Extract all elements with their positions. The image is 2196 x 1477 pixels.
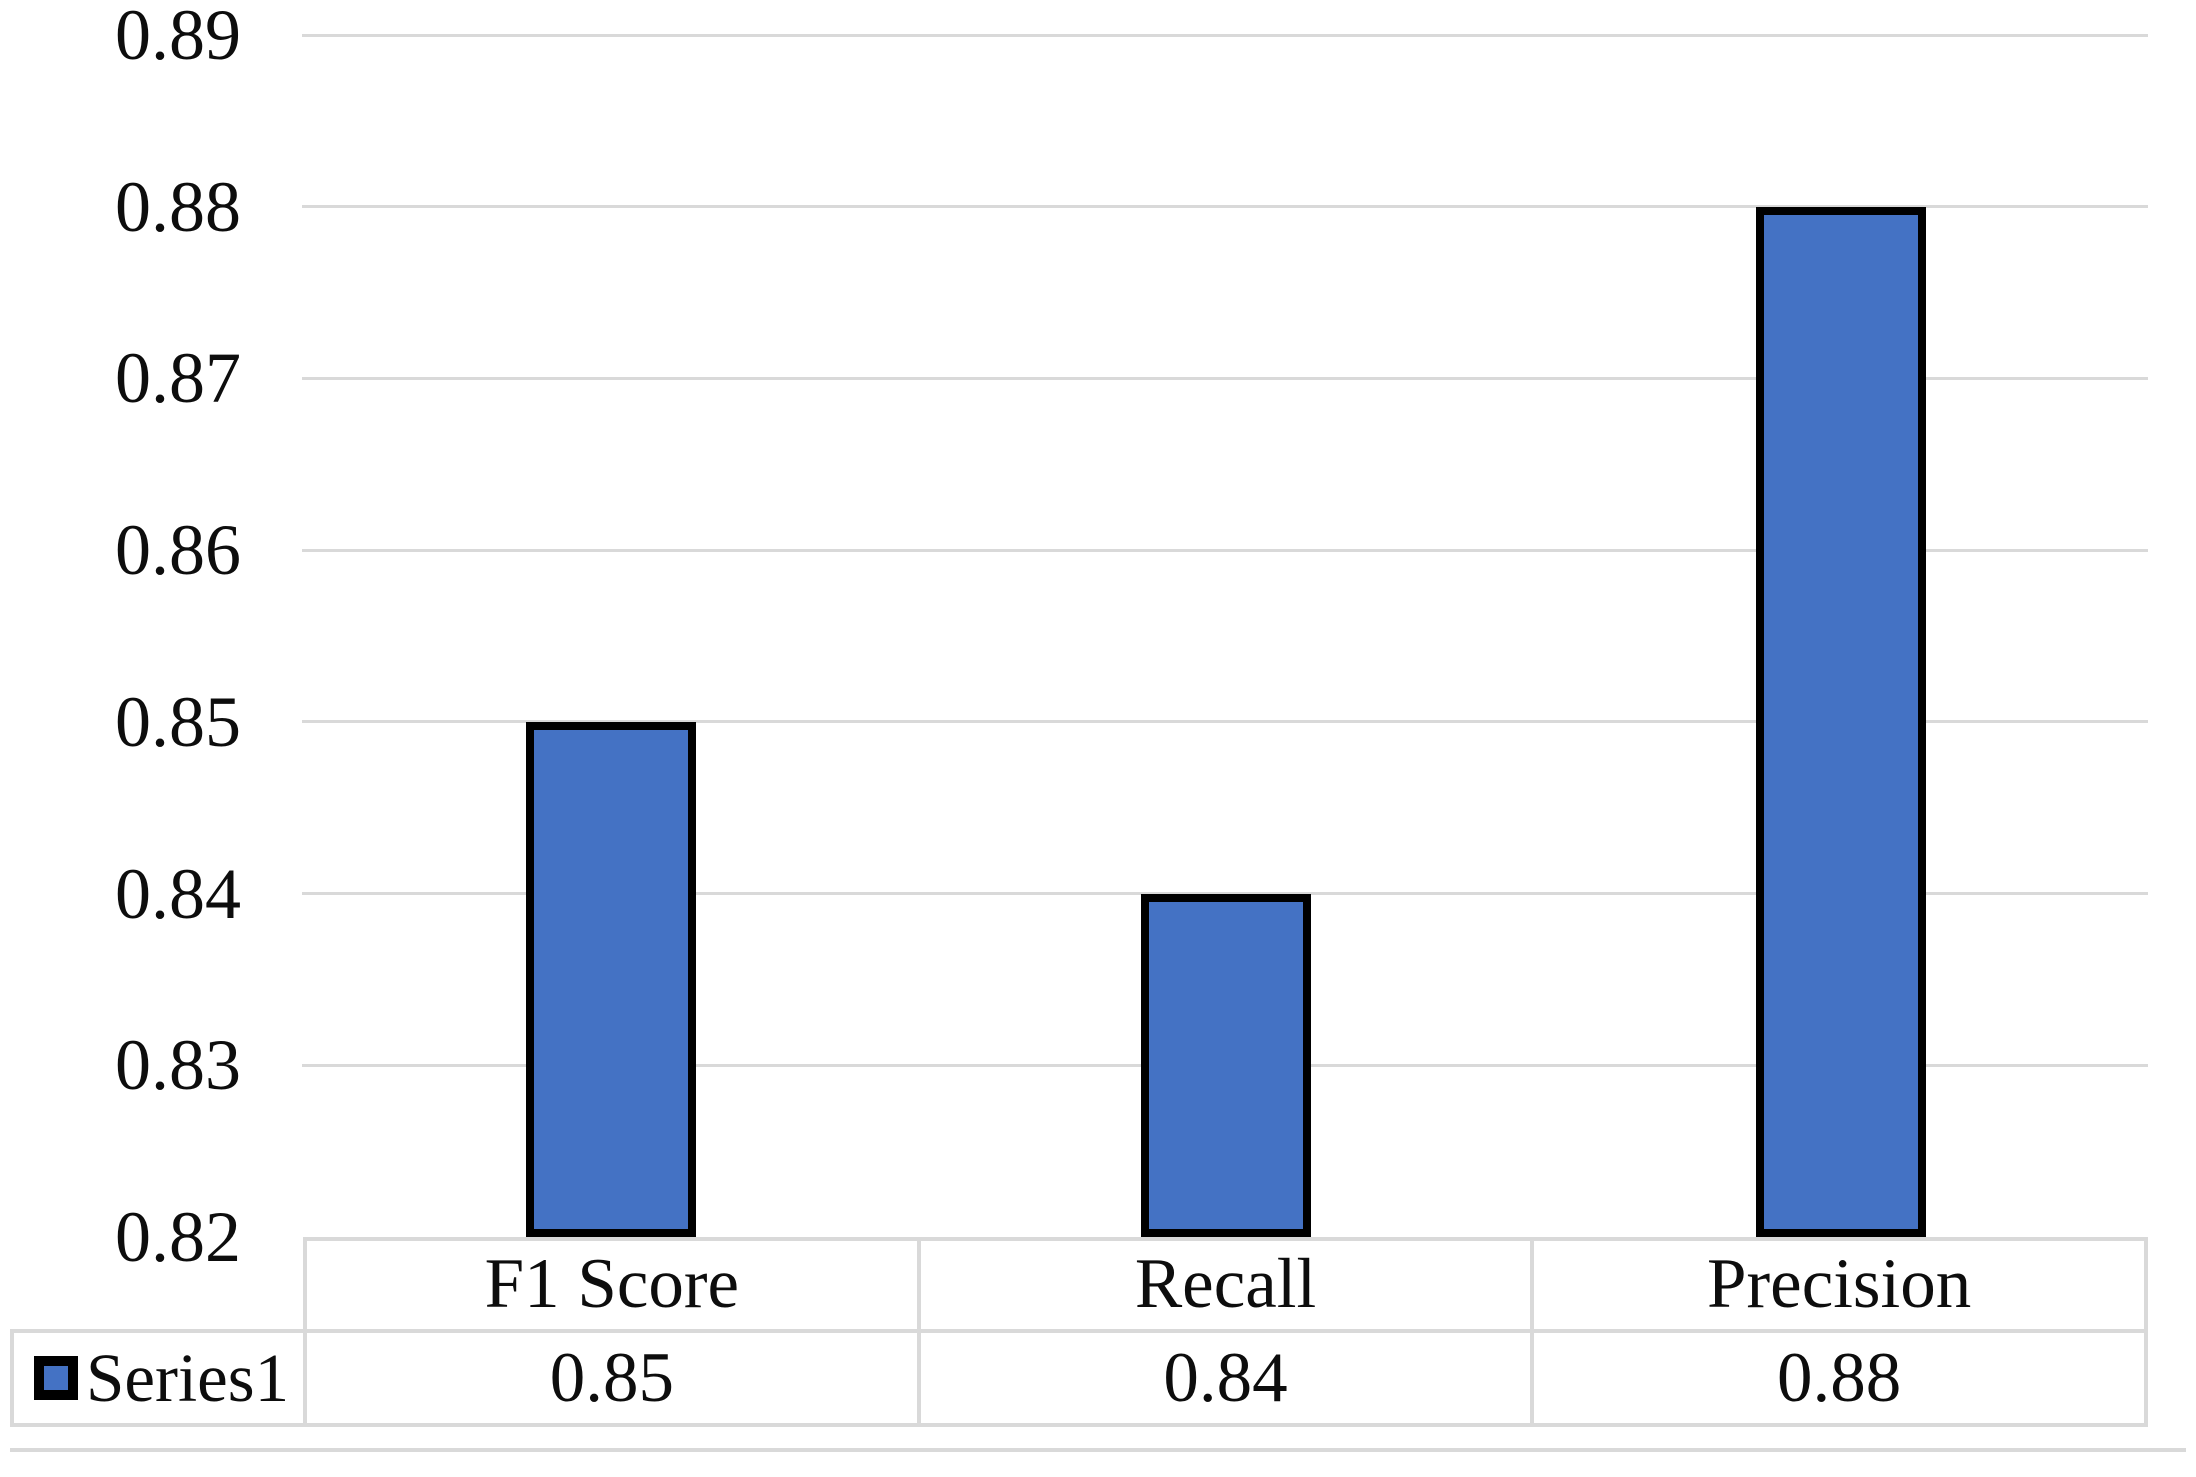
bar-f1-score bbox=[525, 721, 696, 1237]
x-axis-category-row: F1 Score Recall Precision bbox=[303, 1237, 2148, 1329]
gridline bbox=[302, 33, 2148, 37]
gridline bbox=[302, 205, 2148, 209]
category-header-f1-score: F1 Score bbox=[484, 1245, 740, 1323]
table-value-f1-score: 0.85 bbox=[549, 1339, 674, 1417]
y-axis-tick-label: 0.87 bbox=[115, 338, 241, 419]
data-table-value-row: 0.85 0.84 0.88 bbox=[303, 1329, 2148, 1427]
y-axis-tick-label: 0.89 bbox=[115, 0, 241, 75]
bar-recall bbox=[1140, 893, 1311, 1237]
y-axis-tick-label: 0.82 bbox=[115, 1197, 241, 1277]
table-value-recall: 0.84 bbox=[916, 1333, 1531, 1423]
series1-color-swatch-icon bbox=[34, 1356, 78, 1400]
category-header-precision: Precision bbox=[1530, 1241, 2144, 1329]
category-header-recall: Recall bbox=[916, 1241, 1531, 1329]
y-axis-tick-label: 0.85 bbox=[115, 681, 241, 762]
y-axis-tick-label: 0.84 bbox=[115, 853, 241, 934]
bar-precision bbox=[1755, 206, 1926, 1237]
table-value-precision: 0.88 bbox=[1530, 1333, 2144, 1423]
y-axis-tick-label: 0.83 bbox=[115, 1025, 241, 1106]
y-axis-tick-label: 0.86 bbox=[115, 510, 241, 591]
legend-series1: Series1 bbox=[10, 1329, 307, 1427]
gridline bbox=[302, 548, 2148, 552]
gridline bbox=[302, 720, 2148, 724]
gridline bbox=[302, 376, 2148, 380]
chart-bottom-border bbox=[10, 1448, 2186, 1452]
series1-legend-label: Series1 bbox=[86, 1339, 290, 1416]
y-axis-tick-label: 0.88 bbox=[115, 166, 241, 247]
